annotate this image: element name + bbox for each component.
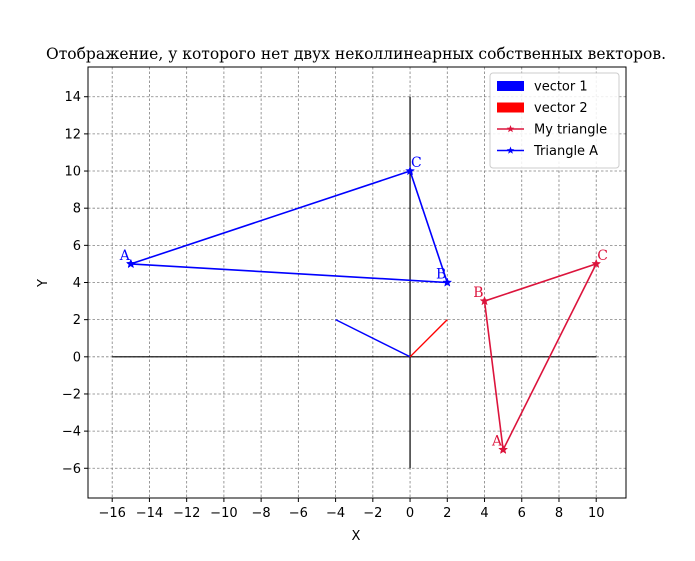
x-tick-label: 2 xyxy=(443,506,451,521)
x-axis-label: X xyxy=(352,529,361,544)
series-1-line xyxy=(483,262,598,451)
x-tick-label: 6 xyxy=(518,506,526,521)
y-tick-label: 0 xyxy=(73,350,81,365)
vertex-label: C xyxy=(597,248,608,264)
vertex-label: B xyxy=(473,285,483,301)
x-tick-label: 4 xyxy=(480,506,488,521)
legend-label: Triangle A xyxy=(533,144,598,159)
series-1-point-marker xyxy=(498,444,509,454)
x-tick-label: −4 xyxy=(326,506,345,521)
legend-label: My triangle xyxy=(534,123,607,138)
y-tick-label: 6 xyxy=(73,239,81,254)
vector-1-line xyxy=(335,319,411,358)
y-tick-label: 4 xyxy=(73,276,81,291)
x-tick-label: −6 xyxy=(289,506,308,521)
vertex-label: B xyxy=(436,267,446,283)
legend-label: vector 1 xyxy=(534,80,588,95)
series-2-point-marker xyxy=(405,165,416,176)
series-2-point-marker xyxy=(125,258,136,269)
x-tick-label: −2 xyxy=(363,506,382,521)
vector-2-line xyxy=(409,319,448,358)
x-tick-label: −14 xyxy=(136,506,163,521)
x-tick-label: −8 xyxy=(252,506,271,521)
legend-swatch-patch xyxy=(497,81,524,91)
data-layer xyxy=(125,165,602,454)
vertex-label: C xyxy=(411,155,422,171)
y-tick-label: −2 xyxy=(62,387,81,402)
y-axis-label: Y xyxy=(36,279,51,288)
y-tick-label: 12 xyxy=(64,127,81,142)
x-tick-label: 8 xyxy=(555,506,563,521)
y-tick-label: 8 xyxy=(73,202,81,217)
x-tick-label: −16 xyxy=(98,506,125,521)
x-tick-label: 10 xyxy=(588,506,605,521)
legend: vector 1 vector 2 My triangle Triangle A xyxy=(489,72,620,169)
ticks-layer: −16 −14 −12 −10 −8 −6 −4 −2 0 2 4 6 8 10 −6 −4 −2 0 2 4 6 8 10… xyxy=(62,90,605,521)
y-tick-label: 14 xyxy=(64,90,81,105)
y-tick-label: 10 xyxy=(64,165,81,180)
vertex-label: A xyxy=(119,248,131,264)
y-tick-label: −4 xyxy=(62,425,81,440)
legend-swatch-patch xyxy=(497,102,524,113)
series-1-point-marker xyxy=(479,295,490,306)
y-tick-label: 2 xyxy=(73,313,81,328)
x-tick-label: −12 xyxy=(173,506,200,521)
x-tick-label: −10 xyxy=(210,506,237,521)
series-2-point-marker xyxy=(442,277,453,287)
legend-swatch-marker xyxy=(506,125,515,133)
axes-layer xyxy=(112,96,597,469)
legend-box xyxy=(489,72,620,169)
legend-label: vector 2 xyxy=(534,101,588,116)
x-tick-label: 0 xyxy=(406,506,414,521)
y-tick-label: −6 xyxy=(62,462,81,477)
chart-title: Отображение, у которого нет двух неколли… xyxy=(46,45,666,63)
labels-layer: A B C A B C xyxy=(119,155,608,450)
series-1-point-marker xyxy=(591,258,602,269)
vertex-label: A xyxy=(491,434,503,450)
legend-swatch-marker xyxy=(506,146,515,154)
series-2-line xyxy=(130,170,449,284)
